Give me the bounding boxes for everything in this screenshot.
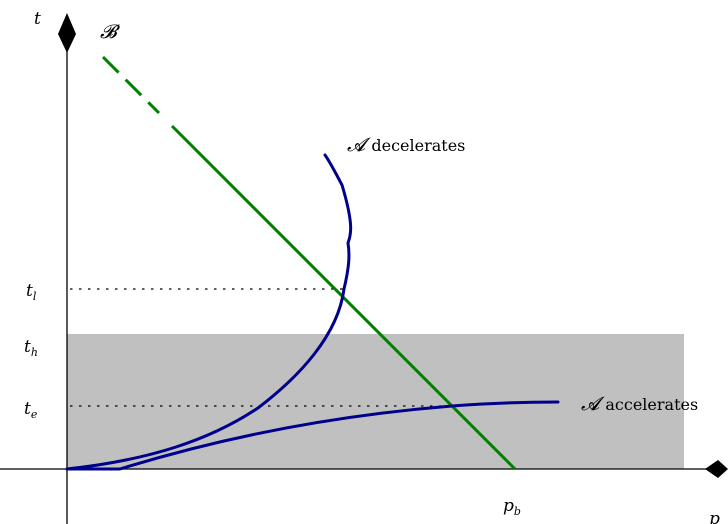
- a-accelerates-curve: [118, 400, 560, 471]
- tl-label: tl: [26, 281, 37, 303]
- vertical-axis-label: t: [34, 9, 41, 29]
- a-decelerates-curve: [65, 153, 353, 471]
- te-label: te: [24, 399, 38, 421]
- pb-label: pb: [503, 496, 521, 518]
- th-label: th: [24, 337, 38, 359]
- gray-band: [67, 334, 684, 469]
- b-line-label: 𝓑: [100, 21, 120, 43]
- vertical-axis-arrowhead: [58, 13, 76, 53]
- horizontal-axis-arrowhead: [705, 460, 728, 478]
- b-line-dash-segment: [101, 55, 161, 115]
- horizontal-axis-label: p: [709, 509, 720, 524]
